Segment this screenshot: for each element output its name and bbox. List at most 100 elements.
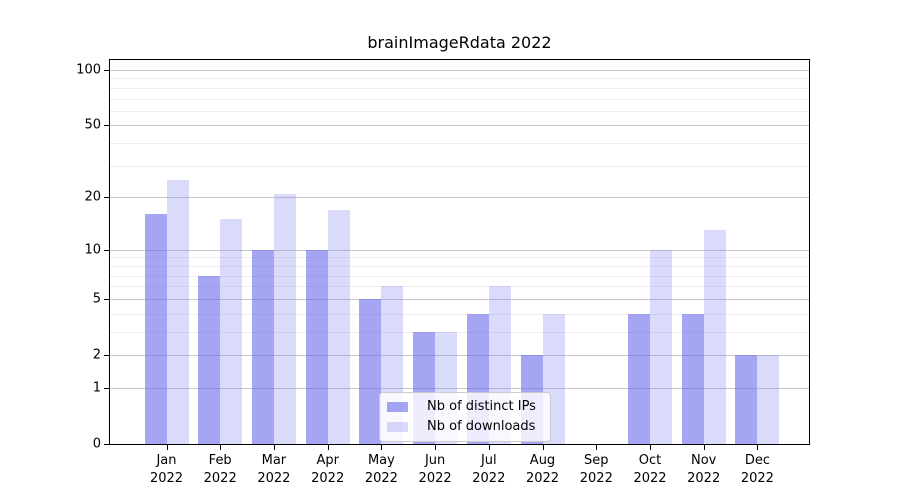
y-axis-tick-label: 20: [84, 189, 101, 205]
x-axis-tick: [542, 445, 544, 450]
x-label-month: Jul: [480, 453, 497, 468]
x-axis-tick: [757, 445, 759, 450]
gridline-minor: [110, 286, 809, 288]
x-label-year: 2022: [633, 471, 667, 486]
gridline-minor: [110, 87, 809, 89]
gridline-major: [110, 197, 809, 199]
x-axis-tick: [220, 445, 222, 450]
x-axis-tick: [435, 445, 437, 450]
x-axis-tick-label: Dec 2022: [741, 452, 774, 488]
x-axis-tick-label: Sep 2022: [580, 452, 613, 488]
x-label-month: Jan: [156, 453, 177, 468]
x-axis-tick-label: May 2022: [365, 452, 398, 488]
y-axis-tick-label: 5: [92, 291, 101, 307]
bar-nb-of-downloads-nov: [703, 230, 726, 444]
gridline-major: [110, 298, 809, 300]
y-axis-tick: [104, 444, 109, 445]
gridline-minor: [110, 143, 809, 145]
bar-nb-of-downloads-apr: [327, 209, 350, 444]
gridline-minor: [110, 265, 809, 267]
plot-area: 0 1 2 5 10 20 50 100 Jan 2022 Feb 2022 Mar 2022 Apr 202…: [76, 59, 810, 486]
x-label-month: Feb: [208, 453, 232, 468]
legend-item-distinct-ips: Nb of distinct IPs: [387, 400, 536, 413]
gridline-minor: [110, 98, 809, 100]
x-axis-tick-label: Jul 2022: [472, 452, 505, 488]
gridline-minor: [110, 257, 809, 259]
x-label-month: Mar: [261, 453, 287, 468]
x-axis-tick-label: Jan 2022: [150, 452, 183, 488]
gridline-major: [110, 387, 809, 389]
bar-nb-of-downloads-oct: [650, 249, 672, 444]
bar-nb-of-distinct-ips-dec: [735, 355, 758, 444]
x-axis-tick-label: Feb 2022: [204, 452, 237, 488]
y-axis-tick: [104, 70, 109, 71]
y-axis-tick: [104, 298, 109, 300]
x-label-year: 2022: [418, 471, 452, 486]
x-axis-tick: [596, 445, 598, 450]
x-label-year: 2022: [257, 471, 291, 486]
gridline-minor: [110, 331, 809, 333]
y-axis-tick-label: 1: [92, 380, 101, 396]
x-label-month: Jun: [424, 453, 446, 468]
x-label-year: 2022: [364, 471, 398, 486]
y-axis-tick: [104, 125, 109, 127]
bar-nb-of-distinct-ips-may: [359, 298, 382, 444]
bar-nb-of-downloads-feb: [220, 219, 243, 444]
gridline-minor: [110, 165, 809, 167]
y-axis-tick: [104, 197, 109, 199]
legend: Nb of distinct IPs Nb of downloads: [379, 392, 551, 442]
y-axis-tick: [104, 249, 109, 251]
y-axis-tick-label: 0: [92, 436, 101, 452]
gridline-major: [110, 355, 809, 356]
y-axis-tick-label: 50: [84, 117, 101, 133]
x-axis-tick-label: Jun 2022: [419, 452, 452, 488]
bar-nb-of-distinct-ips-feb: [198, 275, 221, 444]
x-label-year: 2022: [525, 471, 560, 486]
y-axis-tick: [104, 355, 109, 356]
x-axis-tick: [650, 445, 651, 450]
bar-nb-of-distinct-ips-mar: [251, 249, 274, 444]
x-axis-tick-label: Aug 2022: [526, 452, 559, 488]
gridline-minor: [110, 313, 809, 315]
x-axis-tick: [488, 445, 490, 450]
x-axis-tick-label: Oct 2022: [633, 452, 666, 488]
x-label-month: May: [367, 453, 395, 468]
x-axis-tick-label: Apr 2022: [311, 452, 344, 488]
y-axis-tick-label: 2: [92, 347, 101, 363]
x-label-month: Nov: [691, 453, 717, 468]
bar-nb-of-distinct-ips-nov: [681, 313, 704, 444]
legend-item-downloads: Nb of downloads: [387, 420, 536, 433]
x-axis-tick: [703, 445, 705, 450]
legend-swatch-distinct-ips: [387, 401, 408, 412]
y-axis-tick-label: 100: [76, 62, 101, 78]
gridline-minor: [110, 275, 809, 277]
legend-swatch-downloads: [387, 421, 408, 432]
y-axis-tick-label: 10: [84, 242, 101, 258]
legend-label-distinct-ips: Nb of distinct IPs: [427, 399, 536, 414]
x-label-year: 2022: [740, 471, 774, 486]
x-label-month: Aug: [529, 453, 556, 468]
x-axis-tick: [166, 445, 168, 450]
x-label-year: 2022: [203, 471, 237, 486]
bar-nb-of-downloads-jan: [166, 180, 189, 444]
chart-title: brainImageRdata 2022: [367, 33, 552, 52]
gridline-minor: [110, 110, 809, 112]
legend-label-downloads: Nb of downloads: [427, 419, 536, 434]
x-axis-tick: [273, 445, 275, 450]
x-axis-tick: [327, 445, 329, 450]
gridline-major: [110, 125, 809, 127]
bar-nb-of-downloads-mar: [273, 193, 296, 444]
x-label-month: Sep: [584, 453, 609, 468]
x-label-month: Oct: [638, 453, 662, 468]
gridline-major: [110, 70, 809, 71]
x-axis-tick-label: Nov 2022: [687, 452, 720, 488]
x-label-month: Dec: [744, 453, 770, 468]
bar-nb-of-distinct-ips-jan: [144, 214, 167, 444]
y-axis-tick: [104, 387, 109, 389]
x-label-month: Apr: [316, 453, 339, 468]
x-label-year: 2022: [311, 471, 345, 486]
bar-nb-of-downloads-dec: [757, 355, 780, 444]
x-label-year: 2022: [687, 471, 721, 486]
x-label-year: 2022: [472, 471, 506, 486]
